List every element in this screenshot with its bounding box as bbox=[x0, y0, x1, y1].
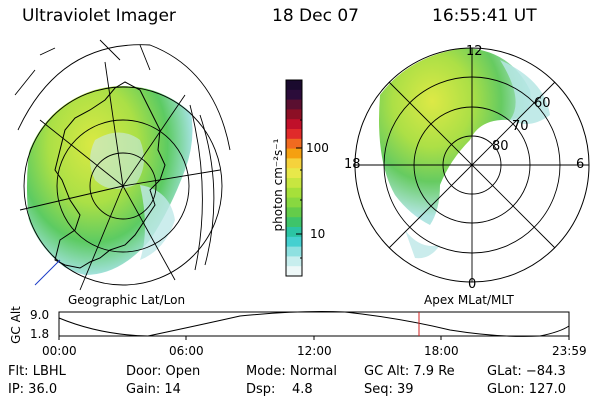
colorbar-swatch bbox=[286, 129, 302, 140]
colorbar-unit-label: photon cm⁻²s⁻¹ bbox=[271, 138, 285, 232]
mlt-label-right: 6 bbox=[576, 157, 585, 172]
colorbar-tick-10: 10 bbox=[310, 227, 326, 241]
gc-alt-xtick-2: 12:00 bbox=[297, 344, 332, 358]
status-gc-alt: GC Alt: 7.9 Re bbox=[364, 364, 455, 379]
status-ip: IP: 36.0 bbox=[8, 382, 58, 397]
gc-alt-xtick-3: 18:00 bbox=[424, 344, 459, 358]
colorbar-swatch bbox=[286, 217, 302, 228]
colorbar-swatch bbox=[286, 266, 302, 277]
gc-alt-xtick-1: 06:00 bbox=[169, 344, 204, 358]
status-door: Door: Open bbox=[126, 364, 201, 379]
colorbar-swatch bbox=[286, 207, 302, 218]
gc-alt-curve bbox=[58, 311, 570, 337]
mlt-label-top: 12 bbox=[466, 44, 483, 59]
colorbar-swatch bbox=[286, 148, 302, 159]
colorbar-swatch bbox=[286, 178, 302, 189]
geographic-map bbox=[14, 39, 231, 291]
colorbar-swatch bbox=[286, 227, 302, 238]
gc-alt-xtick-0: 00:00 bbox=[42, 344, 77, 358]
colorbar bbox=[286, 80, 302, 277]
colorbar-swatch bbox=[286, 138, 302, 150]
mlt-label-bottom: 0 bbox=[468, 277, 477, 292]
status-mode: Mode: Normal bbox=[246, 364, 337, 379]
header-date: 18 Dec 07 bbox=[272, 6, 359, 26]
aurora-hole-left bbox=[90, 132, 144, 189]
colorbar-swatch bbox=[286, 89, 302, 101]
apex-map bbox=[354, 47, 590, 283]
gc-alt-ytick-high: 9.0 bbox=[30, 308, 50, 322]
status-glon: GLon: 127.0 bbox=[487, 382, 567, 397]
header-time: 16:55:41 UT bbox=[432, 6, 537, 26]
mlat-label-70: 70 bbox=[512, 119, 529, 134]
colorbar-swatch bbox=[286, 80, 302, 91]
aurora-emission-right bbox=[379, 48, 531, 225]
colorbar-swatch bbox=[286, 246, 302, 257]
aurora-fringe-left bbox=[140, 185, 175, 260]
colorbar-swatch bbox=[286, 119, 302, 130]
mlat-label-80: 80 bbox=[492, 139, 509, 154]
status-filter: Flt: LBHL bbox=[8, 364, 66, 379]
colorbar-swatch bbox=[286, 109, 302, 120]
right-map-label: Apex MLat/MLT bbox=[424, 293, 514, 307]
aurora-fringe-right bbox=[500, 60, 550, 124]
left-map-label: Geographic Lat/Lon bbox=[68, 293, 186, 307]
colorbar-swatch bbox=[286, 256, 302, 267]
status-dsp: Dsp: 4.8 bbox=[246, 382, 313, 397]
colorbar-swatch bbox=[286, 236, 302, 248]
colorbar-tick-100: 100 bbox=[306, 141, 329, 155]
mlt-label-left: 18 bbox=[344, 157, 361, 172]
gc-alt-ylabel: GC Alt bbox=[9, 306, 23, 344]
status-seq: Seq: 39 bbox=[364, 382, 414, 397]
colorbar-swatch bbox=[286, 158, 302, 169]
gc-alt-xtick-4: 23:59 bbox=[552, 344, 587, 358]
colorbar-swatch bbox=[286, 168, 302, 179]
gc-alt-plot bbox=[58, 311, 570, 340]
colorbar-swatch bbox=[286, 187, 302, 199]
colorbar-swatch bbox=[286, 197, 302, 208]
status-glat: GLat: −84.3 bbox=[487, 364, 566, 379]
mlat-label-60: 60 bbox=[534, 96, 551, 111]
status-gain: Gain: 14 bbox=[126, 382, 181, 397]
colorbar-swatch bbox=[286, 99, 302, 110]
gc-alt-ytick-low: 1.8 bbox=[30, 327, 50, 341]
instrument-title: Ultraviolet Imager bbox=[22, 6, 176, 26]
colorbar-frame bbox=[285, 79, 303, 277]
coastline bbox=[54, 81, 166, 269]
